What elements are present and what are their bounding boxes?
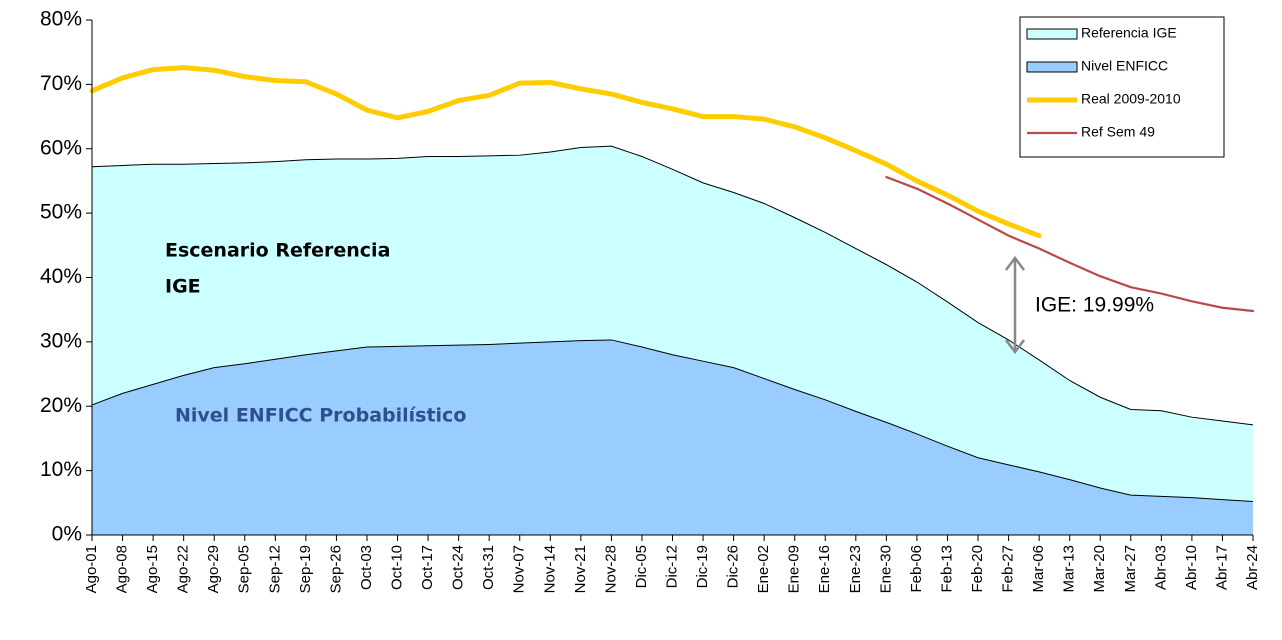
- x-tick-label: Ene-23: [847, 545, 864, 593]
- arrow-head: [1005, 339, 1025, 355]
- x-tick-label: Ago-22: [175, 545, 192, 593]
- x-tick-label: Oct-03: [358, 545, 375, 590]
- legend-label: Real 2009-2010: [1081, 91, 1181, 107]
- x-tick-label: Abr-03: [1152, 545, 1169, 590]
- x-tick-label: Feb-13: [938, 545, 955, 593]
- x-tick-label: Dic-12: [663, 545, 680, 588]
- x-tick-label: Feb-06: [908, 545, 925, 593]
- annotation: IGE: [165, 276, 201, 298]
- x-tick-label: Nov-21: [572, 545, 589, 593]
- x-tick-label: Ago-15: [144, 545, 161, 593]
- annotation: IGE: 19.99%: [1035, 294, 1154, 317]
- x-tick-label: Nov-07: [511, 545, 528, 593]
- legend-label: Nivel ENFICC: [1081, 58, 1168, 74]
- y-tick-label: 70%: [40, 72, 82, 95]
- legend-swatch: [1026, 61, 1078, 73]
- y-tick-label: 20%: [40, 394, 82, 417]
- x-tick-label: Feb-27: [1000, 545, 1017, 593]
- x-tick-label: Oct-31: [480, 545, 497, 590]
- y-tick-label: 40%: [40, 265, 82, 288]
- x-tick-label: Ago-08: [114, 545, 131, 593]
- annotation: Escenario Referencia: [165, 240, 390, 262]
- line: [89, 65, 1042, 239]
- x-tick-label: Oct-24: [450, 545, 467, 590]
- y-tick-label: 0%: [52, 523, 82, 546]
- area-edge: [91, 145, 1254, 426]
- x-tick-label: Oct-10: [388, 545, 405, 590]
- arrow-head: [1005, 255, 1025, 271]
- x-tick-label: Ene-16: [816, 545, 833, 593]
- plot-area: [89, 65, 1255, 536]
- annotation: Nivel ENFICC Probabilístico: [175, 405, 466, 427]
- y-tick-label: 50%: [40, 201, 82, 224]
- x-tick-label: Dic-05: [633, 545, 650, 588]
- x-tick-label: Mar-06: [1030, 545, 1047, 593]
- x-tick-label: Ene-02: [755, 545, 772, 593]
- line: [885, 175, 1255, 313]
- legend-label: Ref Sem 49: [1081, 124, 1155, 140]
- x-tick-label: Dic-26: [725, 545, 742, 588]
- x-tick-label: Dic-19: [694, 545, 711, 588]
- x-tick-label: Abr-24: [1244, 545, 1261, 590]
- x-tick-label: Mar-27: [1122, 545, 1139, 593]
- x-tick-label: Sep-19: [297, 545, 314, 593]
- x-tick-label: Sep-26: [327, 545, 344, 593]
- x-tick-label: Nov-28: [602, 545, 619, 593]
- y-tick-label: 80%: [40, 8, 82, 31]
- area: [92, 339, 1253, 535]
- legend-swatch: [1026, 28, 1078, 40]
- x-tick-label: Mar-13: [1061, 545, 1078, 593]
- x-tick-label: Abr-10: [1183, 545, 1200, 590]
- x-tick-label: Sep-05: [236, 545, 253, 593]
- x-tick-label: Abr-17: [1213, 545, 1230, 590]
- x-tick-label: Nov-14: [541, 545, 558, 593]
- legend: [1019, 16, 1225, 158]
- x-tick-label: Ago-29: [205, 545, 222, 593]
- y-tick-label: 60%: [40, 136, 82, 159]
- area-edge: [91, 339, 1254, 503]
- x-tick-label: Feb-20: [969, 545, 986, 593]
- x-tick-label: Ene-30: [877, 545, 894, 593]
- y-tick-label: 10%: [40, 458, 82, 481]
- x-tick-label: Oct-17: [419, 545, 436, 590]
- x-tick-label: Ago-01: [83, 545, 100, 593]
- x-tick-label: Sep-12: [266, 545, 283, 593]
- x-tick-label: Ene-09: [786, 545, 803, 593]
- x-tick-label: Mar-20: [1091, 545, 1108, 593]
- legend-label: Referencia IGE: [1081, 25, 1177, 41]
- y-tick-label: 30%: [40, 329, 82, 352]
